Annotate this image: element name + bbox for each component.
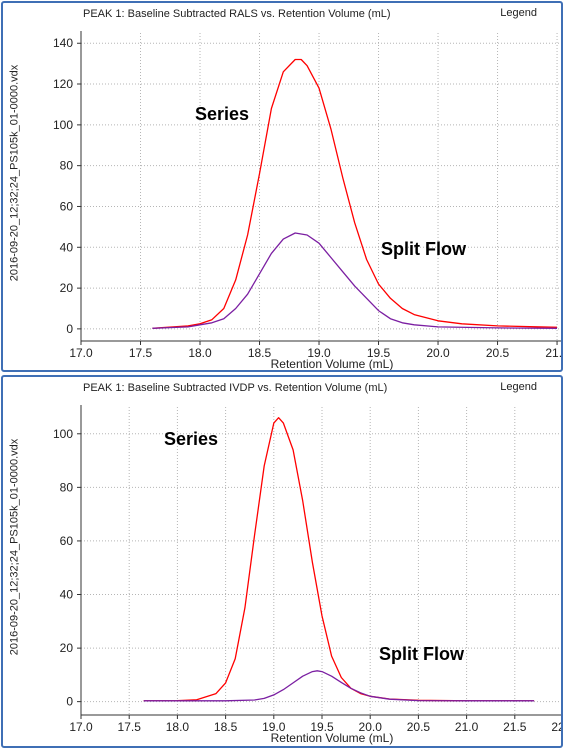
y-tick-label: 60 [60,199,74,213]
x-tick-label: 18.5 [214,720,238,734]
y-tick-label: 80 [60,159,74,173]
chart-title: PEAK 1: Baseline Subtracted RALS vs. Ret… [83,8,391,20]
y-tick-label: 120 [53,77,73,91]
y-tick-label: 140 [53,36,73,50]
x-tick-label: 17.0 [69,720,93,734]
x-axis-label: Retention Volume (mL) [271,731,394,745]
series-line-0 [143,417,535,702]
x-tick-label: 22.0 [551,720,563,734]
y-tick-label: 40 [60,240,74,254]
x-tick-label: 21.0 [545,346,563,360]
series-line-1 [143,670,535,702]
x-tick-label: 20.5 [407,720,431,734]
x-axis-label: Retention Volume (mL) [271,357,394,371]
x-tick-label: 21.0 [455,720,479,734]
chart-title: PEAK 1: Baseline Subtracted IVDP vs. Ret… [83,382,388,394]
y-tick-label: 20 [60,281,74,295]
legend-button[interactable]: Legend [500,381,537,393]
chart-panel-ivdp: PEAK 1: Baseline Subtracted IVDP vs. Ret… [1,375,563,748]
series-line-0 [152,58,558,329]
x-tick-label: 19.0 [307,346,331,360]
x-tick-label: 18.0 [166,720,190,734]
y-tick-label: 60 [60,534,74,548]
x-tick-label: 17.0 [69,346,93,360]
plot-area-rals: 0 20 40 60 80 100 120 140 17.0 17.5 18.0 18.5 19.0 19… [53,31,563,371]
annotation-split-flow: Split Flow [379,644,464,664]
x-tick-label: 20.5 [486,346,510,360]
x-tick-label: 21.5 [503,720,527,734]
annotation-series: Series [164,429,219,449]
y-tick-label: 0 [66,695,73,709]
y-tick-label: 80 [60,480,74,494]
y-tick-label: 20 [60,641,74,655]
series-line-1 [152,232,558,329]
x-tick-label: 18.5 [248,346,272,360]
x-tick-label: 19.5 [310,720,334,734]
annotation-split-flow: Split Flow [381,239,466,259]
x-tick-label: 17.5 [118,720,142,734]
annotation-series: Series [195,104,250,124]
x-tick-label: 20.0 [359,720,383,734]
x-tick-label: 19.5 [367,346,391,360]
x-tick-label: 20.0 [426,346,450,360]
y-tick-label: 100 [53,427,73,441]
y-tick-label: 0 [66,322,73,336]
x-tick-label: 18.0 [188,346,212,360]
y-tick-label: 100 [53,118,73,132]
x-tick-label: 17.5 [129,346,153,360]
y-tick-label: 40 [60,588,74,602]
x-tick-label: 19.0 [262,720,286,734]
legend-button[interactable]: Legend [500,7,537,19]
plot-area-ivdp: 0 20 40 60 80 100 17.0 17.5 18.0 18.5 19.0 19.5 20.0… [53,405,563,745]
chart-panel-rals: PEAK 1: Baseline Subtracted RALS vs. Ret… [1,1,563,372]
